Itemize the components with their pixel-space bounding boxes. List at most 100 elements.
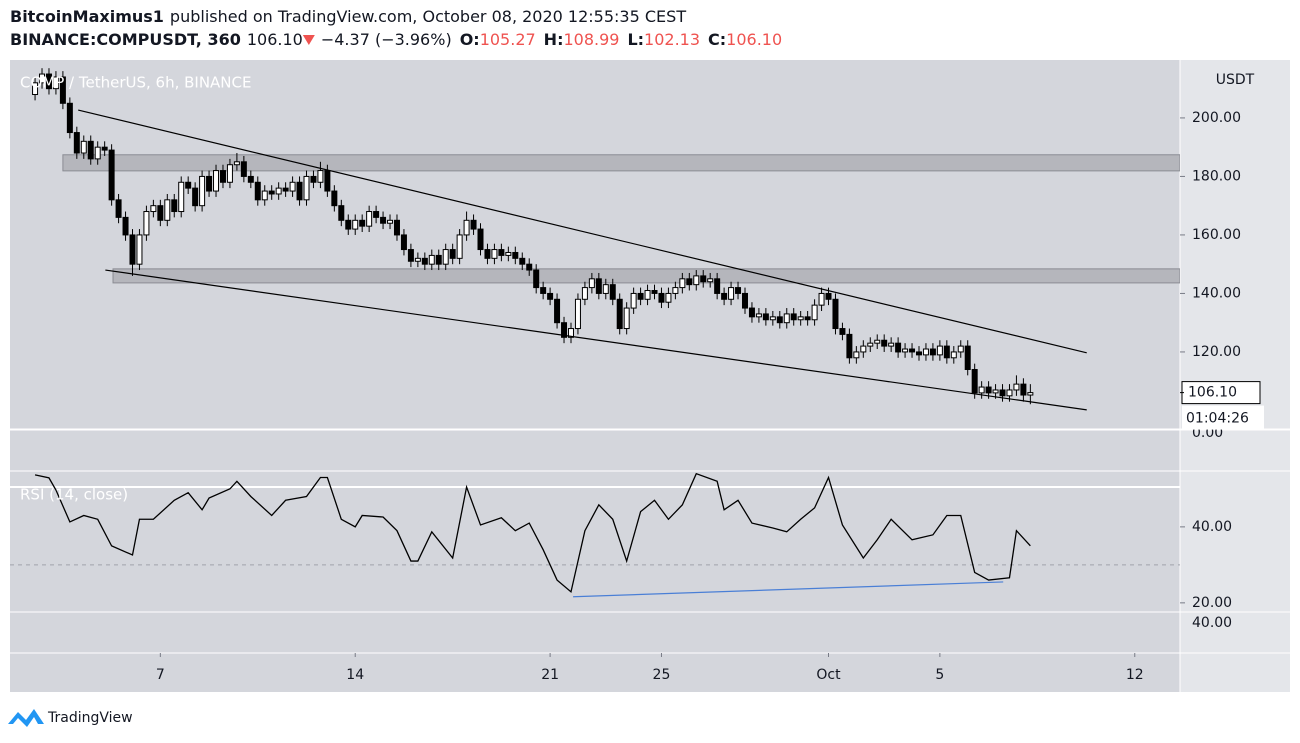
candle-body xyxy=(59,76,66,104)
axis-background xyxy=(1180,60,1290,692)
countdown-box xyxy=(1182,405,1264,430)
candle-body xyxy=(964,345,971,370)
ohlc-key: O: xyxy=(460,30,480,49)
candle-body xyxy=(247,175,254,183)
candle-body xyxy=(811,304,818,321)
candle-body xyxy=(783,313,790,324)
candle-body xyxy=(902,348,909,353)
divergence-line xyxy=(573,581,1004,598)
x-tick-label: 14 xyxy=(346,667,364,683)
header-line: −4.37 (−3.96%) O:105.27 H:108.99 L:102.13 C:… xyxy=(321,30,782,49)
ohlc-key: C: xyxy=(708,30,726,49)
candle-body xyxy=(693,275,700,286)
candle-body xyxy=(199,175,206,207)
candle-body xyxy=(567,328,574,338)
candle-body xyxy=(206,175,213,192)
candle-body xyxy=(268,190,275,195)
trendline xyxy=(105,269,1087,411)
candle-body xyxy=(1027,392,1034,396)
candle-body xyxy=(853,351,860,359)
candle-body xyxy=(818,292,825,306)
ohlc-key: H: xyxy=(544,30,564,49)
candle-body xyxy=(644,290,651,300)
rsi-line xyxy=(34,472,1031,594)
candle-body xyxy=(289,181,296,192)
candle-body xyxy=(748,307,755,318)
axis-overlay-label: 40.00 xyxy=(1192,615,1232,631)
candle-body xyxy=(1020,383,1027,396)
candle-body xyxy=(922,348,929,356)
candle-body xyxy=(839,328,846,335)
candle-body xyxy=(136,234,143,265)
axis-unit: USDT xyxy=(1216,72,1255,88)
candle-body xyxy=(978,386,985,394)
candle-body xyxy=(999,389,1006,397)
candle-body xyxy=(414,257,421,262)
brand: TradingView xyxy=(47,710,133,726)
candle-body xyxy=(992,389,999,394)
ohlc-value: 108.99 xyxy=(563,30,619,49)
candle-body xyxy=(143,211,150,236)
candle-body xyxy=(554,298,561,324)
axes: 200.00 180.00 160.00 140.00 120.00 40.00 20.00… xyxy=(156,110,1264,683)
price-marker-label: 106.10 xyxy=(1188,385,1237,401)
candle-body xyxy=(700,275,707,283)
candle-body xyxy=(540,287,547,294)
y-tick-label: 20.00 xyxy=(1192,595,1232,611)
candle-body xyxy=(686,278,693,286)
candle-body xyxy=(755,313,762,318)
x-tick-label: 7 xyxy=(156,667,165,683)
x-tick-label: Oct xyxy=(816,667,841,683)
candle-body xyxy=(888,342,895,347)
candle-body xyxy=(254,181,261,201)
candle-body xyxy=(936,345,943,356)
ohlc-value: 102.13 xyxy=(644,30,700,49)
candle-body xyxy=(45,73,52,90)
candle-body xyxy=(797,316,804,321)
y-tick-label: 40.00 xyxy=(1192,519,1232,535)
candle-body xyxy=(296,181,303,201)
candle-body xyxy=(505,251,512,256)
candle-body xyxy=(407,249,414,262)
candle-body xyxy=(776,316,783,324)
y-tick-label: 200.00 xyxy=(1192,110,1241,126)
candle-body xyxy=(428,254,435,265)
candle-body xyxy=(721,292,728,300)
candle-body xyxy=(421,257,428,265)
ohlc-value: 105.27 xyxy=(480,30,536,49)
candle-body xyxy=(477,228,484,251)
candle-body xyxy=(393,219,400,236)
candle-body xyxy=(435,254,442,265)
author: BitcoinMaximus1 xyxy=(10,7,164,26)
candle-body xyxy=(213,170,220,192)
candle-body xyxy=(651,290,658,294)
candle-body xyxy=(310,175,317,183)
candle-body xyxy=(512,251,519,259)
candle-body xyxy=(442,249,449,265)
rsi-pane xyxy=(10,472,1180,598)
candle-body xyxy=(637,292,644,300)
candle-body xyxy=(352,219,359,230)
candle-body xyxy=(790,313,797,321)
candle-body xyxy=(714,278,721,294)
candle-body xyxy=(233,161,240,166)
candle-body xyxy=(324,170,331,192)
candle-body xyxy=(380,216,387,224)
candle-body xyxy=(595,278,602,294)
candle-body xyxy=(219,170,226,183)
y-tick-label: 140.00 xyxy=(1192,285,1241,301)
candle-body xyxy=(303,175,310,201)
candle-body xyxy=(985,386,992,394)
candle-body xyxy=(588,278,595,289)
ohlc-key: L: xyxy=(627,30,644,49)
candle-body xyxy=(874,339,881,344)
candle-body xyxy=(52,76,59,90)
candle-body xyxy=(470,219,477,230)
ohlc-value: 106.10 xyxy=(726,30,782,49)
x-tick-label: 5 xyxy=(935,667,944,683)
countdown: 01:04:26 xyxy=(1186,411,1249,427)
candle-body xyxy=(616,298,623,330)
price-pane xyxy=(32,68,1180,411)
candle-body xyxy=(769,316,776,321)
